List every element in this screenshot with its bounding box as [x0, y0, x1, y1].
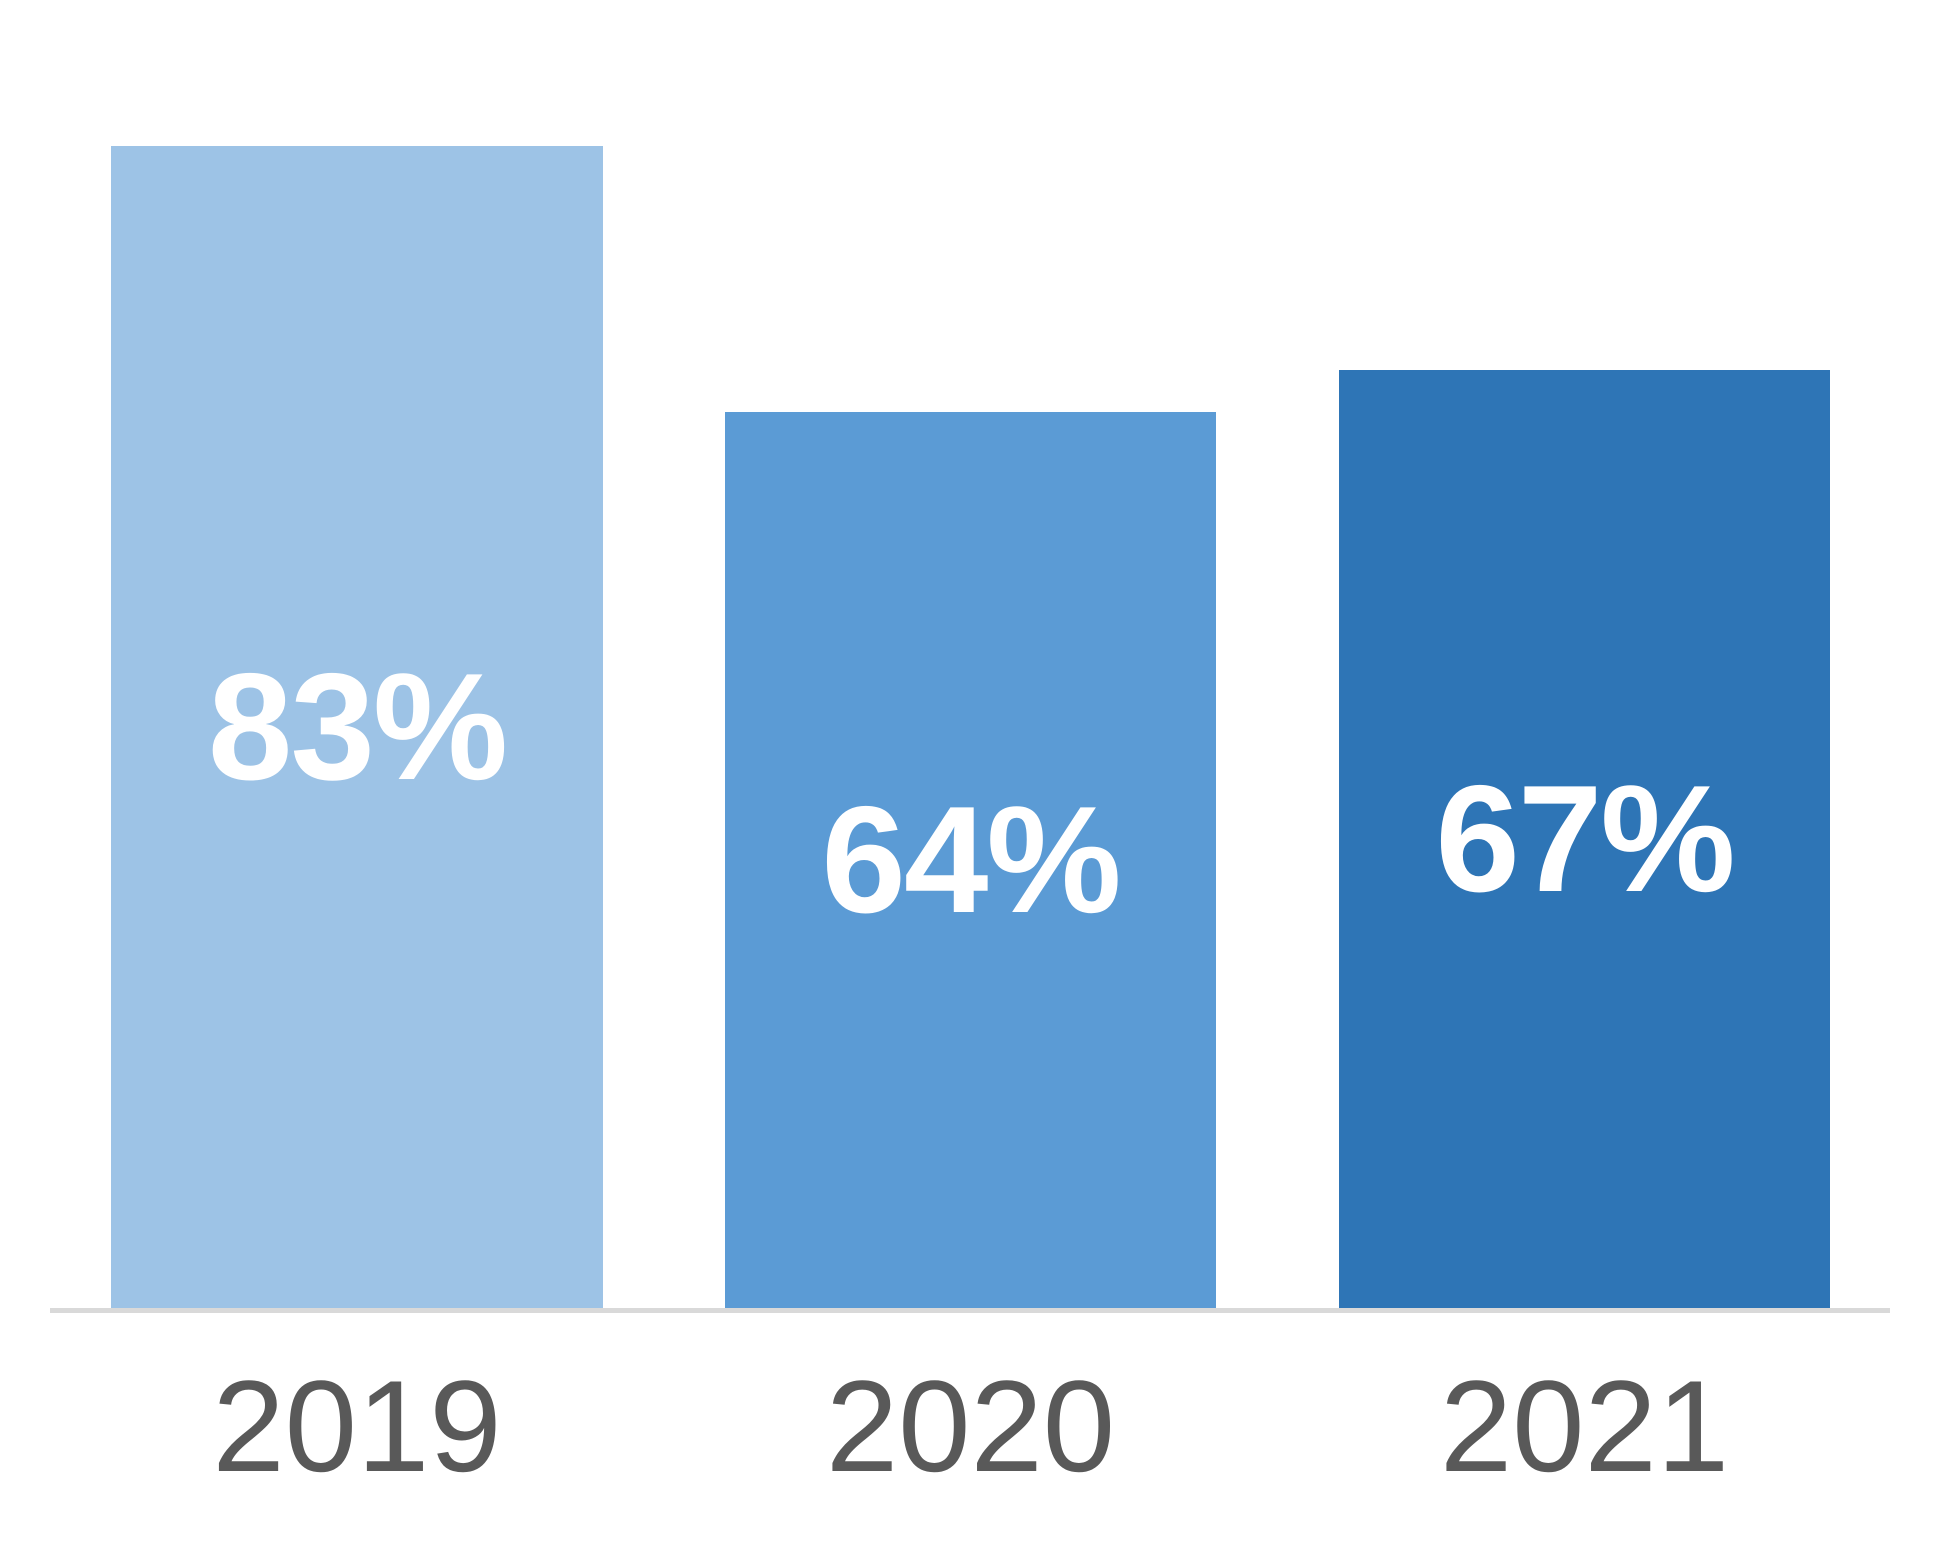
bar-2019: 83%: [111, 146, 603, 1308]
bar-2020: 64%: [725, 412, 1216, 1308]
bar-value-label-2020: 64%: [821, 774, 1121, 945]
x-axis-line: [50, 1308, 1890, 1313]
x-tick-label-2020: 2020: [825, 1353, 1116, 1499]
x-tick-label-2021: 2021: [1439, 1353, 1730, 1499]
x-tick-label-2019: 2019: [212, 1353, 502, 1499]
bar-2021: 67%: [1339, 370, 1830, 1308]
bar-value-label-2019: 83%: [207, 641, 508, 812]
bar-value-label-2021: 67%: [1435, 753, 1735, 924]
